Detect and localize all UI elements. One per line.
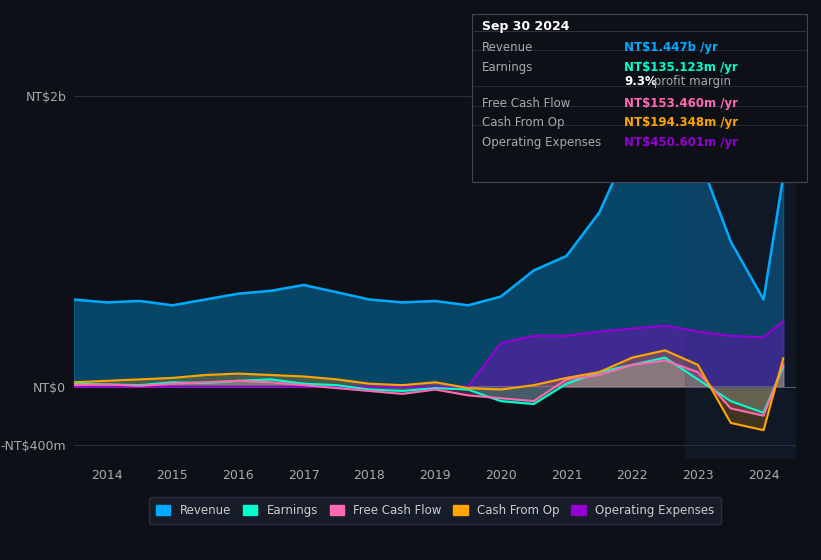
- Text: Revenue: Revenue: [482, 41, 534, 54]
- Text: 9.3%: 9.3%: [624, 75, 657, 88]
- Legend: Revenue, Earnings, Free Cash Flow, Cash From Op, Operating Expenses: Revenue, Earnings, Free Cash Flow, Cash …: [149, 497, 722, 524]
- Text: Earnings: Earnings: [482, 60, 534, 74]
- Text: Free Cash Flow: Free Cash Flow: [482, 96, 571, 110]
- Text: profit margin: profit margin: [650, 75, 732, 88]
- Text: NT$194.348m /yr: NT$194.348m /yr: [624, 116, 738, 129]
- Bar: [685, 67, 796, 459]
- Text: Cash From Op: Cash From Op: [482, 116, 564, 129]
- Text: Operating Expenses: Operating Expenses: [482, 136, 601, 149]
- Text: NT$1.447b /yr: NT$1.447b /yr: [624, 41, 718, 54]
- Text: NT$450.601m /yr: NT$450.601m /yr: [624, 136, 738, 149]
- Text: Sep 30 2024: Sep 30 2024: [482, 20, 570, 33]
- Text: NT$153.460m /yr: NT$153.460m /yr: [624, 96, 738, 110]
- Text: NT$135.123m /yr: NT$135.123m /yr: [624, 60, 738, 74]
